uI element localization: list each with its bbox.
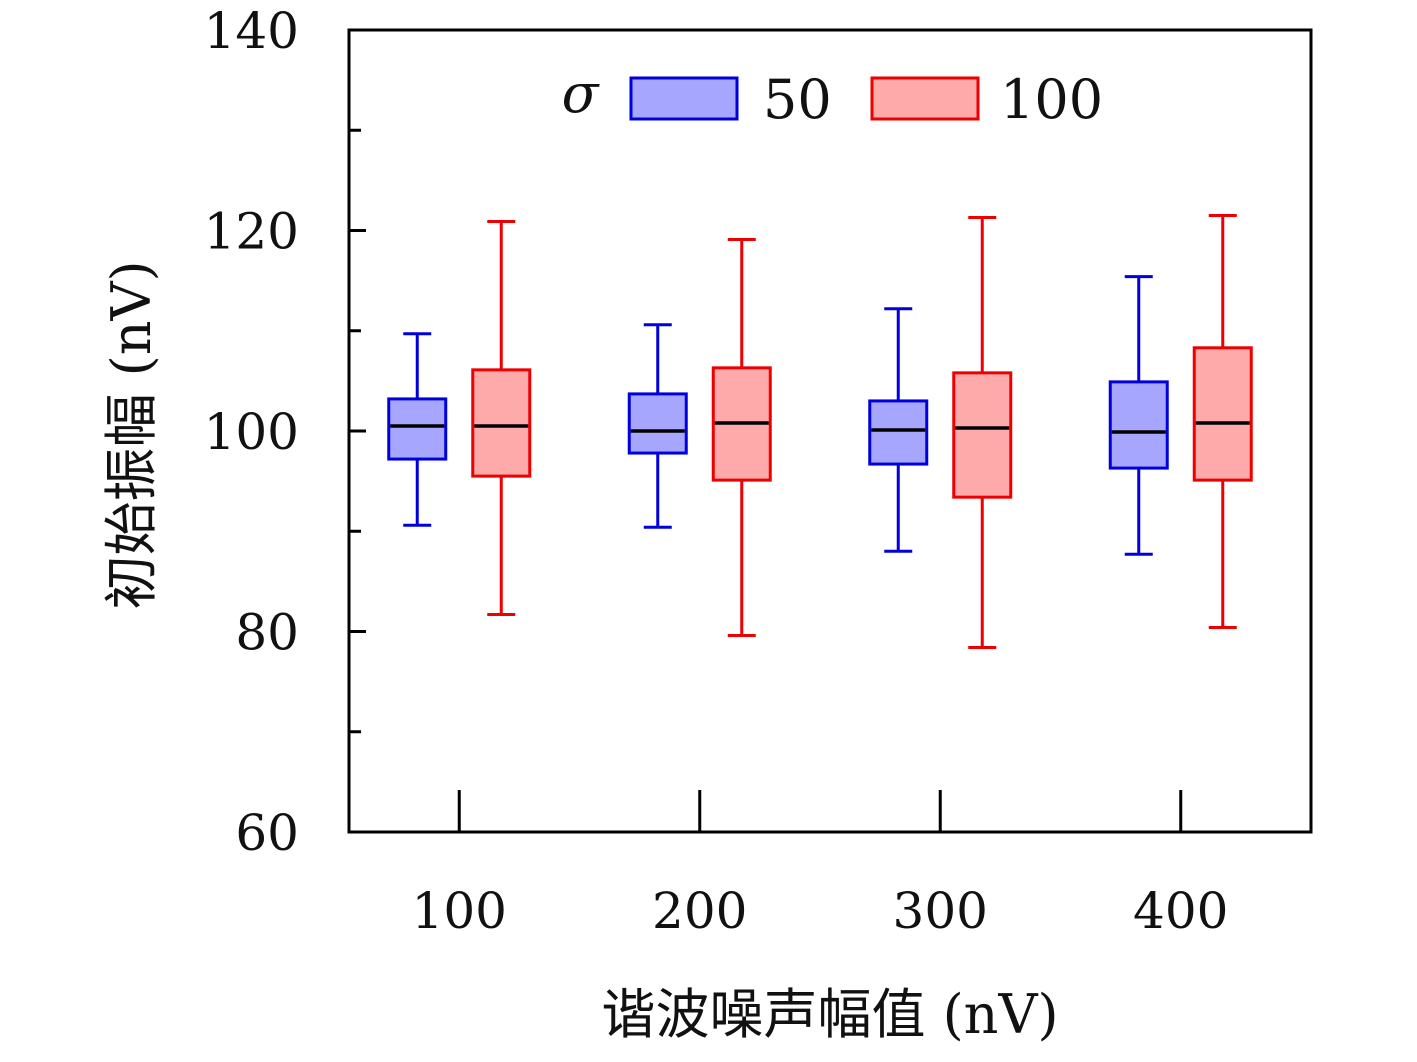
box-iqr	[952, 371, 1013, 499]
x-tick-label: 100	[412, 882, 507, 940]
plot-marks	[387, 213, 1253, 650]
legend: σ 50 100	[562, 62, 1104, 131]
y-tick-label: 100	[204, 403, 299, 461]
box-1-100	[387, 332, 448, 527]
y-tick-label: 140	[204, 2, 299, 60]
y-axis-ticks: 60 80 100 120 140	[204, 2, 366, 862]
x-axis-ticks: 100 200 300 400	[412, 790, 1228, 940]
box-iqr	[627, 392, 688, 455]
y-tick-label: 80	[235, 604, 299, 662]
box-2-100	[471, 219, 532, 616]
x-tick-label: 400	[1133, 882, 1228, 940]
box-iqr	[471, 368, 532, 478]
box-iqr	[1192, 346, 1253, 482]
legend-swatch-series-2	[870, 76, 980, 121]
box-2-400	[1192, 213, 1253, 629]
x-tick-label: 300	[893, 882, 988, 940]
legend-label-series-2: 100	[1000, 68, 1103, 131]
box-2-300	[952, 215, 1013, 650]
box-iqr	[1108, 380, 1169, 470]
legend-swatch-series-1	[629, 76, 739, 121]
y-tick-label: 60	[235, 804, 299, 862]
x-axis-title: 谐波噪声幅值 (nV)	[601, 983, 1058, 1046]
y-tick-label: 120	[204, 203, 299, 261]
box-iqr	[868, 399, 929, 466]
box-1-400	[1108, 275, 1169, 556]
box-1-300	[868, 307, 929, 553]
legend-label-series-1: 50	[763, 68, 832, 131]
x-tick-label: 200	[652, 882, 747, 940]
box-iqr	[387, 397, 448, 461]
box-2-200	[711, 238, 772, 638]
y-axis-title: 初始振幅 (nV)	[100, 260, 163, 609]
box-1-200	[627, 323, 688, 529]
legend-title: σ	[562, 62, 601, 125]
